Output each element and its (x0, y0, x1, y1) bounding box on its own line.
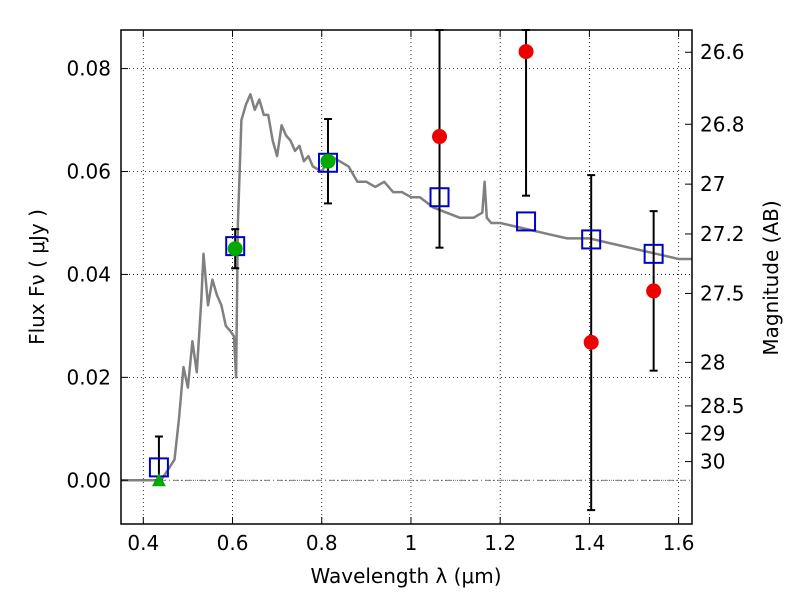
low-snr-point (518, 44, 534, 60)
detection-point (227, 241, 243, 257)
x-tick-label: 1.6 (663, 531, 695, 555)
y-tick-label: 0.04 (66, 262, 111, 286)
low-snr-point (432, 129, 448, 145)
model-photometry-square (429, 187, 450, 208)
error-bars (154, 29, 658, 512)
model-spectrum (121, 93, 692, 482)
magnitude-tick-label: 27.5 (700, 281, 745, 305)
model-photometry-square (581, 229, 602, 250)
magnitude-tick-label: 28.5 (700, 394, 745, 418)
model-photometry-square (643, 243, 664, 264)
y-axis-label: Flux Fν ( μJy ) (25, 209, 49, 345)
y-tick-label: 0.02 (66, 365, 111, 389)
magnitude-tick-label: 27 (700, 172, 725, 196)
spectrum-line (121, 93, 692, 482)
magnitude-tick-label: 27.2 (700, 222, 745, 246)
x-tick-label: 1.2 (484, 531, 516, 555)
x-axis-ticks: 0.4 0.6 0.8 1 1.2 1.4 1.6 (127, 30, 695, 555)
x-tick-label: 1.4 (573, 531, 605, 555)
upper-limit-triangle (151, 473, 166, 487)
y-tick-label: 0.00 (66, 468, 111, 492)
x-tick-label: 0.8 (306, 531, 338, 555)
y-tick-label: 0.06 (66, 160, 111, 184)
model-photometry-square (516, 211, 537, 232)
x-tick-label: 0.6 (217, 531, 249, 555)
y-tick-label: 0.08 (66, 57, 111, 81)
magnitude-tick-label: 26.6 (700, 40, 745, 64)
low-snr-point (583, 334, 599, 350)
x-tick-label: 0.4 (127, 531, 159, 555)
magnitude-axis-label: Magnitude (AB) (759, 200, 783, 355)
data-markers (148, 44, 664, 487)
x-axis-label: Wavelength λ (μm) (310, 564, 501, 588)
magnitude-tick-label: 28 (700, 350, 725, 374)
y-axis-ticks: 0.00 0.02 0.04 0.06 0.08 (66, 57, 128, 492)
x-tick-label: 1 (405, 531, 418, 555)
magnitude-tick-label: 29 (700, 421, 725, 445)
magnitude-tick-label: 26.8 (700, 112, 745, 136)
detection-point (320, 153, 336, 169)
plot-frame (120, 29, 693, 525)
magnitude-tick-label: 30 (700, 450, 725, 474)
low-snr-point (646, 283, 662, 299)
magnitude-axis-ticks: 26.6 26.8 27 27.2 27.5 28 28.5 29 30 (685, 40, 745, 474)
